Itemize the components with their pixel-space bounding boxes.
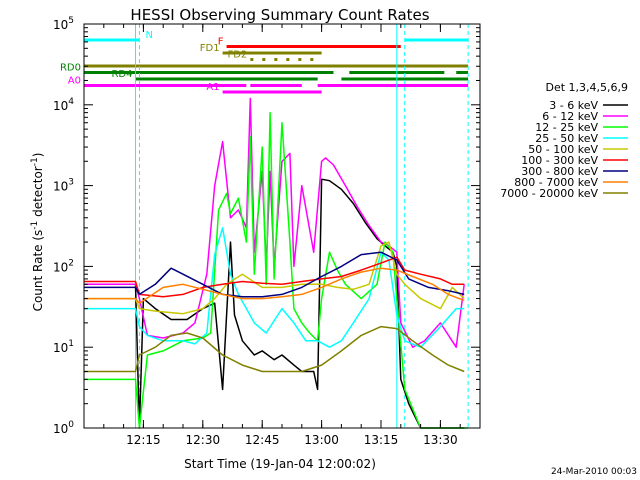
flag-label-rd4: RD4 bbox=[111, 69, 132, 80]
series-25-50-kev bbox=[84, 227, 465, 348]
series-100-300-kev bbox=[84, 256, 465, 298]
flag-label-fd2: FD2 bbox=[227, 50, 247, 61]
y-tick-label: 104 bbox=[53, 97, 74, 113]
y-tick-label: 105 bbox=[53, 16, 74, 32]
legend-label: 100 - 300 keV bbox=[521, 154, 598, 167]
y-tick-label: 103 bbox=[53, 178, 74, 194]
x-tick-label: 13:30 bbox=[423, 433, 458, 447]
flag-label-fd1: FD1 bbox=[200, 43, 220, 54]
y-tick-label: 100 bbox=[53, 420, 74, 436]
y-tick-exponent: 0 bbox=[68, 420, 74, 430]
y-axis-label-part3: ) bbox=[31, 153, 45, 158]
x-tick-label: 13:00 bbox=[304, 433, 339, 447]
flag-label-a0: A0 bbox=[68, 76, 81, 87]
flag-label-f: F bbox=[218, 37, 224, 48]
x-axis-ticks: 12:15 12:30 12:45 13:00 13:15 13:30 bbox=[103, 24, 461, 447]
chart-title: HESSI Observing Summary Count Rates bbox=[130, 6, 429, 24]
y-tick-base: 10 bbox=[53, 260, 68, 274]
footer-date: 24-Mar-2010 00:03 bbox=[551, 467, 637, 477]
legend-label: 3 - 6 keV bbox=[549, 99, 598, 112]
legend-label: 25 - 50 keV bbox=[535, 132, 598, 145]
y-tick-base: 10 bbox=[53, 99, 68, 113]
y-axis-label-part2: detector bbox=[31, 166, 45, 221]
flag-label-a1: A1 bbox=[206, 82, 219, 93]
legend-label: 7000 - 20000 keV bbox=[500, 187, 598, 200]
mode-change-lines bbox=[134, 24, 469, 428]
y-axis-label-sup1: -1 bbox=[30, 221, 40, 230]
y-tick-base: 10 bbox=[53, 341, 68, 355]
x-tick-label: 13:15 bbox=[364, 433, 399, 447]
y-axis-label: Count Rate (s-1 detector-1) bbox=[30, 153, 45, 312]
legend-title: Det 1,3,4,5,6,9 bbox=[545, 81, 628, 94]
y-tick-exponent: 2 bbox=[68, 258, 74, 268]
series-50-100-kev bbox=[84, 241, 465, 315]
legend-label: 50 - 100 keV bbox=[528, 143, 598, 156]
legend-label: 6 - 12 keV bbox=[542, 110, 598, 123]
y-tick-exponent: 1 bbox=[68, 339, 74, 349]
y-tick-label: 101 bbox=[53, 339, 74, 355]
legend-label: 300 - 800 keV bbox=[521, 165, 598, 178]
y-tick-base: 10 bbox=[53, 422, 68, 436]
legend-label: 12 - 25 keV bbox=[535, 121, 598, 134]
x-tick-label: 12:30 bbox=[186, 433, 221, 447]
series-7000-20000-kev bbox=[84, 325, 465, 373]
count-rate-series bbox=[84, 97, 469, 429]
y-tick-base: 10 bbox=[53, 18, 68, 32]
series-800-7000-kev bbox=[84, 267, 465, 304]
y-tick-base: 10 bbox=[53, 180, 68, 194]
x-tick-label: 12:45 bbox=[245, 433, 280, 447]
flag-label-n: N bbox=[145, 30, 152, 41]
x-tick-label: 12:15 bbox=[126, 433, 161, 447]
y-tick-label: 102 bbox=[53, 258, 74, 274]
y-tick-exponent: 4 bbox=[68, 97, 74, 107]
legend-label: 800 - 7000 keV bbox=[514, 176, 598, 189]
y-axis-label-sup2: -1 bbox=[30, 157, 40, 166]
flag-label-rd0: RD0 bbox=[60, 63, 81, 74]
y-tick-exponent: 5 bbox=[68, 16, 74, 26]
x-axis-label: Start Time (19-Jan-04 12:00:02) bbox=[184, 457, 376, 471]
y-tick-exponent: 3 bbox=[68, 178, 74, 188]
y-axis-label-part1: Count Rate (s bbox=[31, 230, 45, 312]
